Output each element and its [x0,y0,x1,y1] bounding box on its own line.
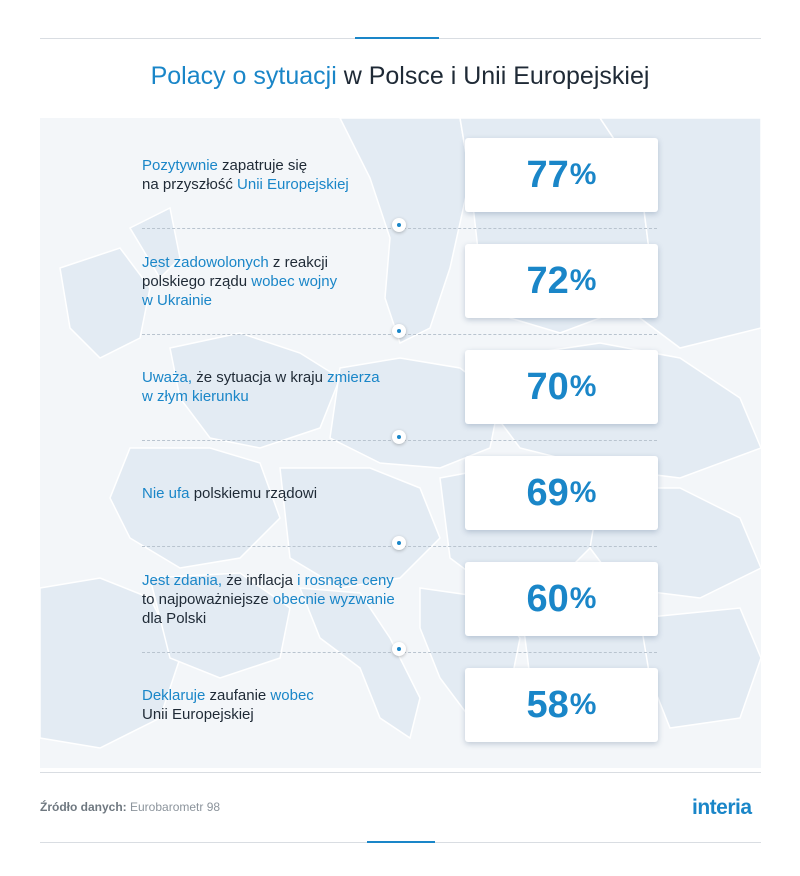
value-card: 58% [465,668,658,742]
europe-map-background [40,118,761,768]
label-highlight: wobec wojny [251,272,338,290]
separator-dot [392,430,406,444]
label-text: polskiemu rządowi [189,484,318,502]
label-text: zaufanie [205,687,271,704]
label-highlight: Nie ufa [142,484,190,502]
label-text: że sytuacja w kraju [192,369,328,386]
label-highlight: Unii Europejskiej [237,176,349,193]
label-text: z reakcji [268,253,328,271]
label-text: Unii Europejskiej [142,706,254,723]
label-highlight: Jest zdania, [142,571,223,589]
value-number: 60 [526,577,569,620]
value-number: 77 [526,153,569,196]
label-highlight: Pozytywnie [142,157,218,174]
value-unit: % [569,264,597,297]
label-highlight: w Ukrainie [142,291,213,309]
label-text: na przyszłość [142,176,238,193]
value-card: 60% [465,562,658,636]
separator-dot [392,536,406,550]
title-rest: w Polsce i Unii Europejskiej [336,62,650,90]
label-highlight: Deklaruje [142,687,206,704]
source-label: Źródło danych: [40,800,127,814]
label-text: zapatruje się [217,157,308,174]
row-label: Deklaruje zaufanie wobec Unii Europejskie… [142,686,442,724]
separator-dot [392,324,406,338]
value-number: 70 [526,365,569,408]
label-highlight: zmierza [327,369,380,386]
source-value: Eurobarometr 98 [126,800,221,814]
value-card: 77% [465,138,658,212]
label-text: polskiego rządu [142,272,252,290]
label-highlight: w złym kierunku [142,388,249,405]
label-text: dla Polski [142,609,207,627]
value-card: 69% [465,456,658,530]
interia-logo[interactable]: interia [692,796,752,819]
value-number: 72 [526,259,569,302]
value-card: 72% [465,244,658,318]
label-text: że inflacja [222,571,298,589]
label-highlight: obecnie wyzwanie [272,590,395,608]
label-highlight: Jest zadowolonych [142,253,269,271]
value-unit: % [569,582,597,615]
value-unit: % [569,688,597,721]
value-unit: % [569,476,597,509]
row-label: Jest zdania, że inflacja i rosnące ceny t… [142,571,442,628]
label-highlight: i rosnące ceny [297,571,394,589]
separator-dot [392,642,406,656]
row-label: Pozytywnie zapatruje się na przyszłość Un… [142,156,442,194]
footer-divider [40,772,761,773]
separator-dot [392,218,406,232]
row-label: Nie ufa polskiemu rządowi [142,484,442,503]
value-unit: % [569,370,597,403]
label-highlight: wobec [270,687,314,704]
value-unit: % [569,158,597,191]
row-label: Jest zadowolonych z reakcji polskiego rzą… [142,253,442,310]
source-note: Źródło danych: Eurobarometr 98 [40,800,220,814]
value-number: 58 [526,683,569,726]
page-title: Polacy o sytuacji w Polsce i Unii Europe… [0,62,800,91]
label-text: to najpoważniejsze [142,590,273,608]
top-accent-bar [355,37,439,39]
value-number: 69 [526,471,569,514]
row-label: Uważa, że sytuacja w kraju zmierza w złym… [142,368,442,406]
title-highlight: Polacy o sytuacji [150,62,337,90]
bottom-accent-bar [367,841,435,843]
label-highlight: Uważa, [142,369,193,386]
value-card: 70% [465,350,658,424]
